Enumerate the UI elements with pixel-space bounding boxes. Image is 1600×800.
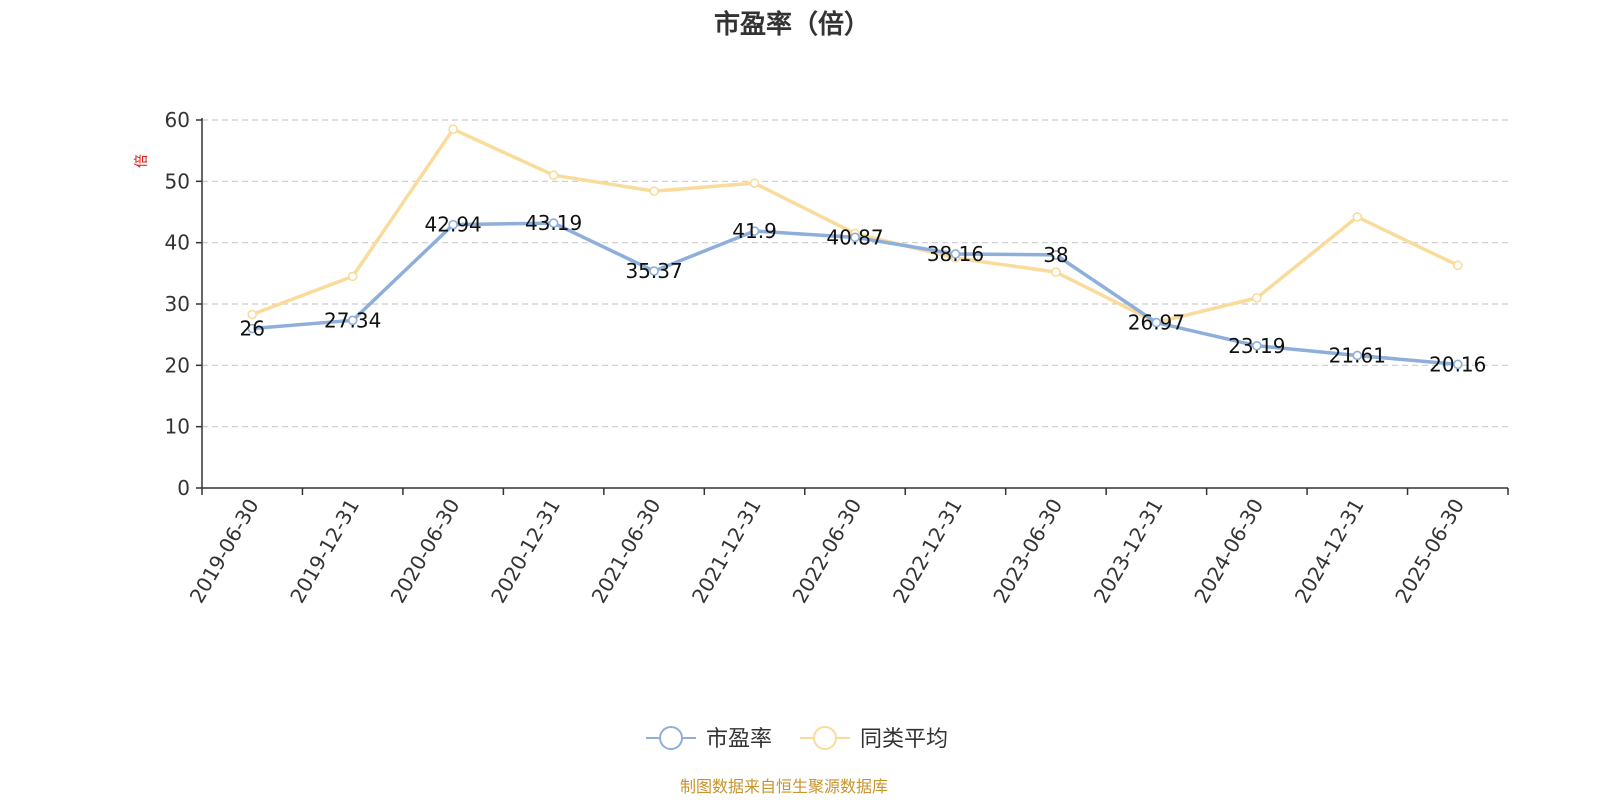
data-label: 38.16 (927, 242, 984, 266)
data-point[interactable] (649, 186, 659, 196)
data-label: 26 (240, 317, 265, 341)
legend-item-1[interactable]: 同类平均 (800, 726, 948, 752)
data-point[interactable] (950, 249, 961, 259)
x-tick-label: 2022-12-31 (888, 495, 967, 608)
data-point[interactable] (1252, 293, 1262, 303)
data-label: 26.97 (1128, 311, 1185, 335)
data-point[interactable] (1452, 359, 1463, 370)
data-point[interactable] (1252, 340, 1262, 351)
data-point[interactable] (448, 219, 458, 230)
legend[interactable]: 市盈率 同类平均 (646, 726, 948, 752)
x-tick-label: 2024-12-31 (1290, 495, 1369, 608)
x-tick-label: 2021-06-30 (587, 495, 666, 608)
data-label: 43.19 (525, 211, 582, 235)
data-point[interactable] (347, 315, 358, 326)
y-tick-label: 60 (165, 108, 190, 132)
data-point[interactable] (1352, 212, 1363, 222)
data-label: 41.9 (732, 219, 777, 243)
x-tick-label: 2019-12-31 (285, 495, 364, 608)
data-point[interactable] (247, 323, 258, 334)
data-label: 42.94 (425, 213, 482, 237)
x-tick-label: 2021-12-31 (687, 495, 766, 608)
data-point[interactable] (1352, 350, 1363, 361)
data-label: 38 (1043, 243, 1068, 267)
x-tick-label: 2022-06-30 (787, 495, 866, 608)
data-point[interactable] (1051, 250, 1061, 260)
data-point[interactable] (347, 271, 358, 282)
legend-label: 市盈率 (706, 727, 772, 752)
data-point[interactable] (1452, 260, 1463, 271)
legend-item-0[interactable]: 市盈率 (646, 726, 772, 752)
data-label: 40.87 (826, 225, 883, 249)
series-lines (247, 124, 1463, 370)
data-label: 21.61 (1329, 343, 1386, 367)
data-label: 27.34 (324, 308, 381, 332)
data-point[interactable] (749, 226, 760, 236)
y-axis-unit-label: 倍 (134, 154, 150, 168)
data-point[interactable] (1151, 317, 1162, 328)
legend-marker-icon (813, 726, 837, 750)
x-tick-label: 2019-06-30 (185, 495, 264, 608)
data-label: 35.37 (625, 259, 682, 283)
y-tick-label: 10 (165, 415, 190, 439)
data-point[interactable] (850, 232, 860, 243)
x-tick-label: 2020-12-31 (486, 495, 565, 608)
y-tick-label: 20 (165, 353, 190, 377)
axes: 0 10 20 30 40 50 60 2019-06-30 2019-12-31 2020-06… (165, 108, 1509, 608)
y-tick-label: 40 (165, 231, 190, 255)
x-tick-label: 2020-06-30 (386, 495, 465, 608)
legend-marker-icon (659, 726, 683, 750)
chart-title: 市盈率（倍） (714, 9, 870, 40)
data-point[interactable] (1051, 267, 1061, 277)
y-tick-label: 50 (165, 169, 190, 193)
y-tick-label: 0 (177, 476, 190, 500)
data-point[interactable] (649, 266, 659, 276)
x-tick-label: 2023-12-31 (1089, 495, 1168, 608)
data-label: 20.16 (1429, 352, 1486, 376)
x-tick-label: 2023-06-30 (988, 495, 1067, 608)
data-point[interactable] (247, 309, 258, 320)
x-tick-label: 2024-06-30 (1189, 495, 1268, 608)
data-point[interactable] (548, 218, 559, 228)
y-tick-label: 30 (165, 292, 190, 316)
x-tick-label: 2025-06-30 (1390, 495, 1469, 608)
data-point[interactable] (548, 170, 559, 180)
data-point[interactable] (749, 178, 760, 188)
data-point[interactable] (448, 124, 458, 134)
legend-label: 同类平均 (860, 727, 948, 752)
data-labels: 26 27.34 42.94 43.19 35.37 41.9 40.87 38.16 38 26… (240, 211, 1487, 376)
data-label: 23.19 (1228, 334, 1285, 358)
source-note: 制图数据来自恒生聚源数据库 (680, 777, 888, 796)
grid-lines (202, 119, 1508, 428)
